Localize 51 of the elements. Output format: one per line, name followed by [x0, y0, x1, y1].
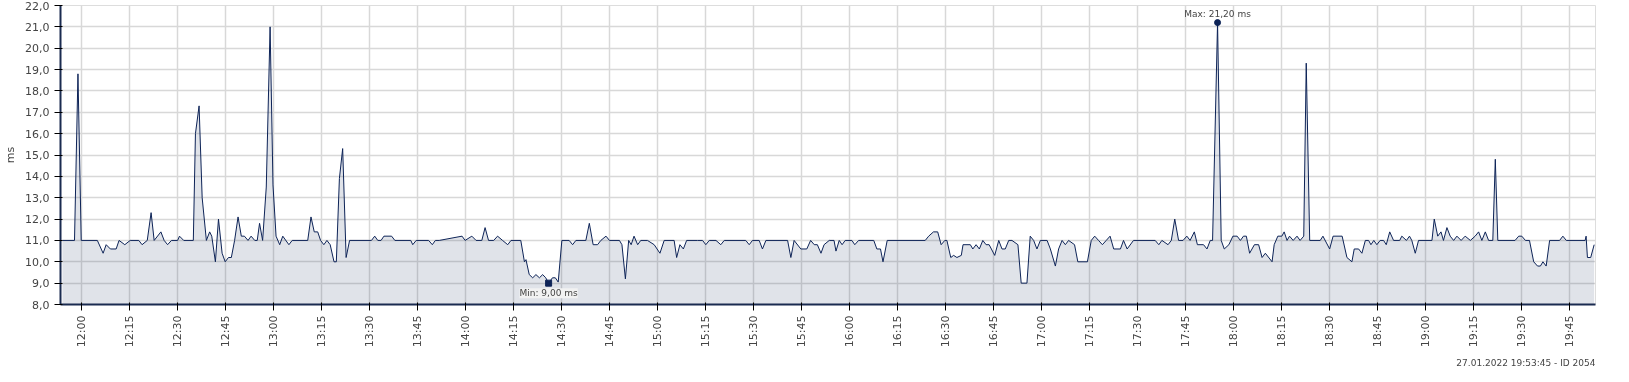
x-tick-label: 16:30	[938, 315, 952, 348]
y-tick-label: 11,0	[25, 234, 50, 248]
x-tick-label: 12:45	[219, 315, 233, 348]
y-axis-title: ms	[4, 146, 18, 164]
x-tick-label: 13:45	[411, 315, 425, 348]
x-tick-label: 17:15	[1082, 315, 1096, 348]
y-tick-label: 10,0	[25, 255, 50, 269]
x-tick-label: 13:15	[315, 315, 329, 348]
x-tick-label: 12:30	[171, 315, 185, 348]
y-tick-label: 17,0	[25, 106, 50, 120]
x-tick-label: 15:00	[650, 315, 664, 348]
x-tick-label: 18:45	[1370, 315, 1384, 348]
y-tick-label: 15,0	[25, 149, 50, 162]
y-tick-label: 14,0	[25, 170, 50, 184]
x-tick-label: 14:30	[554, 315, 568, 348]
x-tick-label: 16:15	[890, 315, 904, 348]
x-tick-label: 18:00	[1226, 315, 1240, 348]
annotation: Max: 21,20 ms	[1184, 8, 1252, 19]
x-tick-label: 15:30	[746, 315, 760, 348]
x-tick-label: 14:45	[602, 315, 616, 348]
x-tick-label: 17:30	[1130, 315, 1144, 348]
x-tick-label: 19:45	[1562, 315, 1576, 348]
y-tick-label: 18,0	[25, 84, 50, 98]
x-tick-label: 17:45	[1178, 315, 1192, 348]
x-tick-label: 12:00	[75, 315, 89, 348]
x-tick-label: 17:00	[1034, 315, 1048, 348]
x-tick-label: 19:15	[1466, 315, 1480, 348]
x-tick-label: 16:45	[986, 315, 1000, 348]
y-tick-label: 8,0	[32, 298, 50, 312]
x-tick-label: 13:00	[267, 315, 281, 348]
y-tick-label: 13,0	[25, 191, 50, 205]
y-tick-label: 12,0	[25, 213, 50, 227]
x-tick-label: 15:45	[794, 315, 808, 348]
y-tick-label: 16,0	[25, 127, 50, 141]
x-tick-label: 16:00	[842, 315, 856, 348]
text: 27.01.2022 19:53:45 - ID 2054	[1456, 357, 1596, 368]
y-tick-label: 21,0	[25, 20, 50, 34]
y-tick-label: 9,0	[32, 277, 50, 291]
x-tick-label: 18:30	[1322, 315, 1336, 348]
x-tick-label: 13:30	[363, 315, 377, 348]
x-tick-label: 19:00	[1418, 315, 1432, 348]
x-tick-label: 12:15	[123, 315, 137, 348]
annotation: Min: 9,00 ms	[519, 288, 579, 299]
y-tick-label: 22,0	[25, 0, 50, 13]
y-tick-label: 19,0	[25, 63, 50, 77]
x-tick-label: 15:15	[698, 315, 712, 348]
x-tick-label: 19:30	[1514, 315, 1528, 348]
y-tick-label: 20,0	[25, 42, 50, 56]
x-tick-label: 18:15	[1274, 315, 1288, 348]
x-tick-label: 14:00	[459, 315, 473, 348]
x-tick-label: 14:15	[506, 315, 520, 348]
